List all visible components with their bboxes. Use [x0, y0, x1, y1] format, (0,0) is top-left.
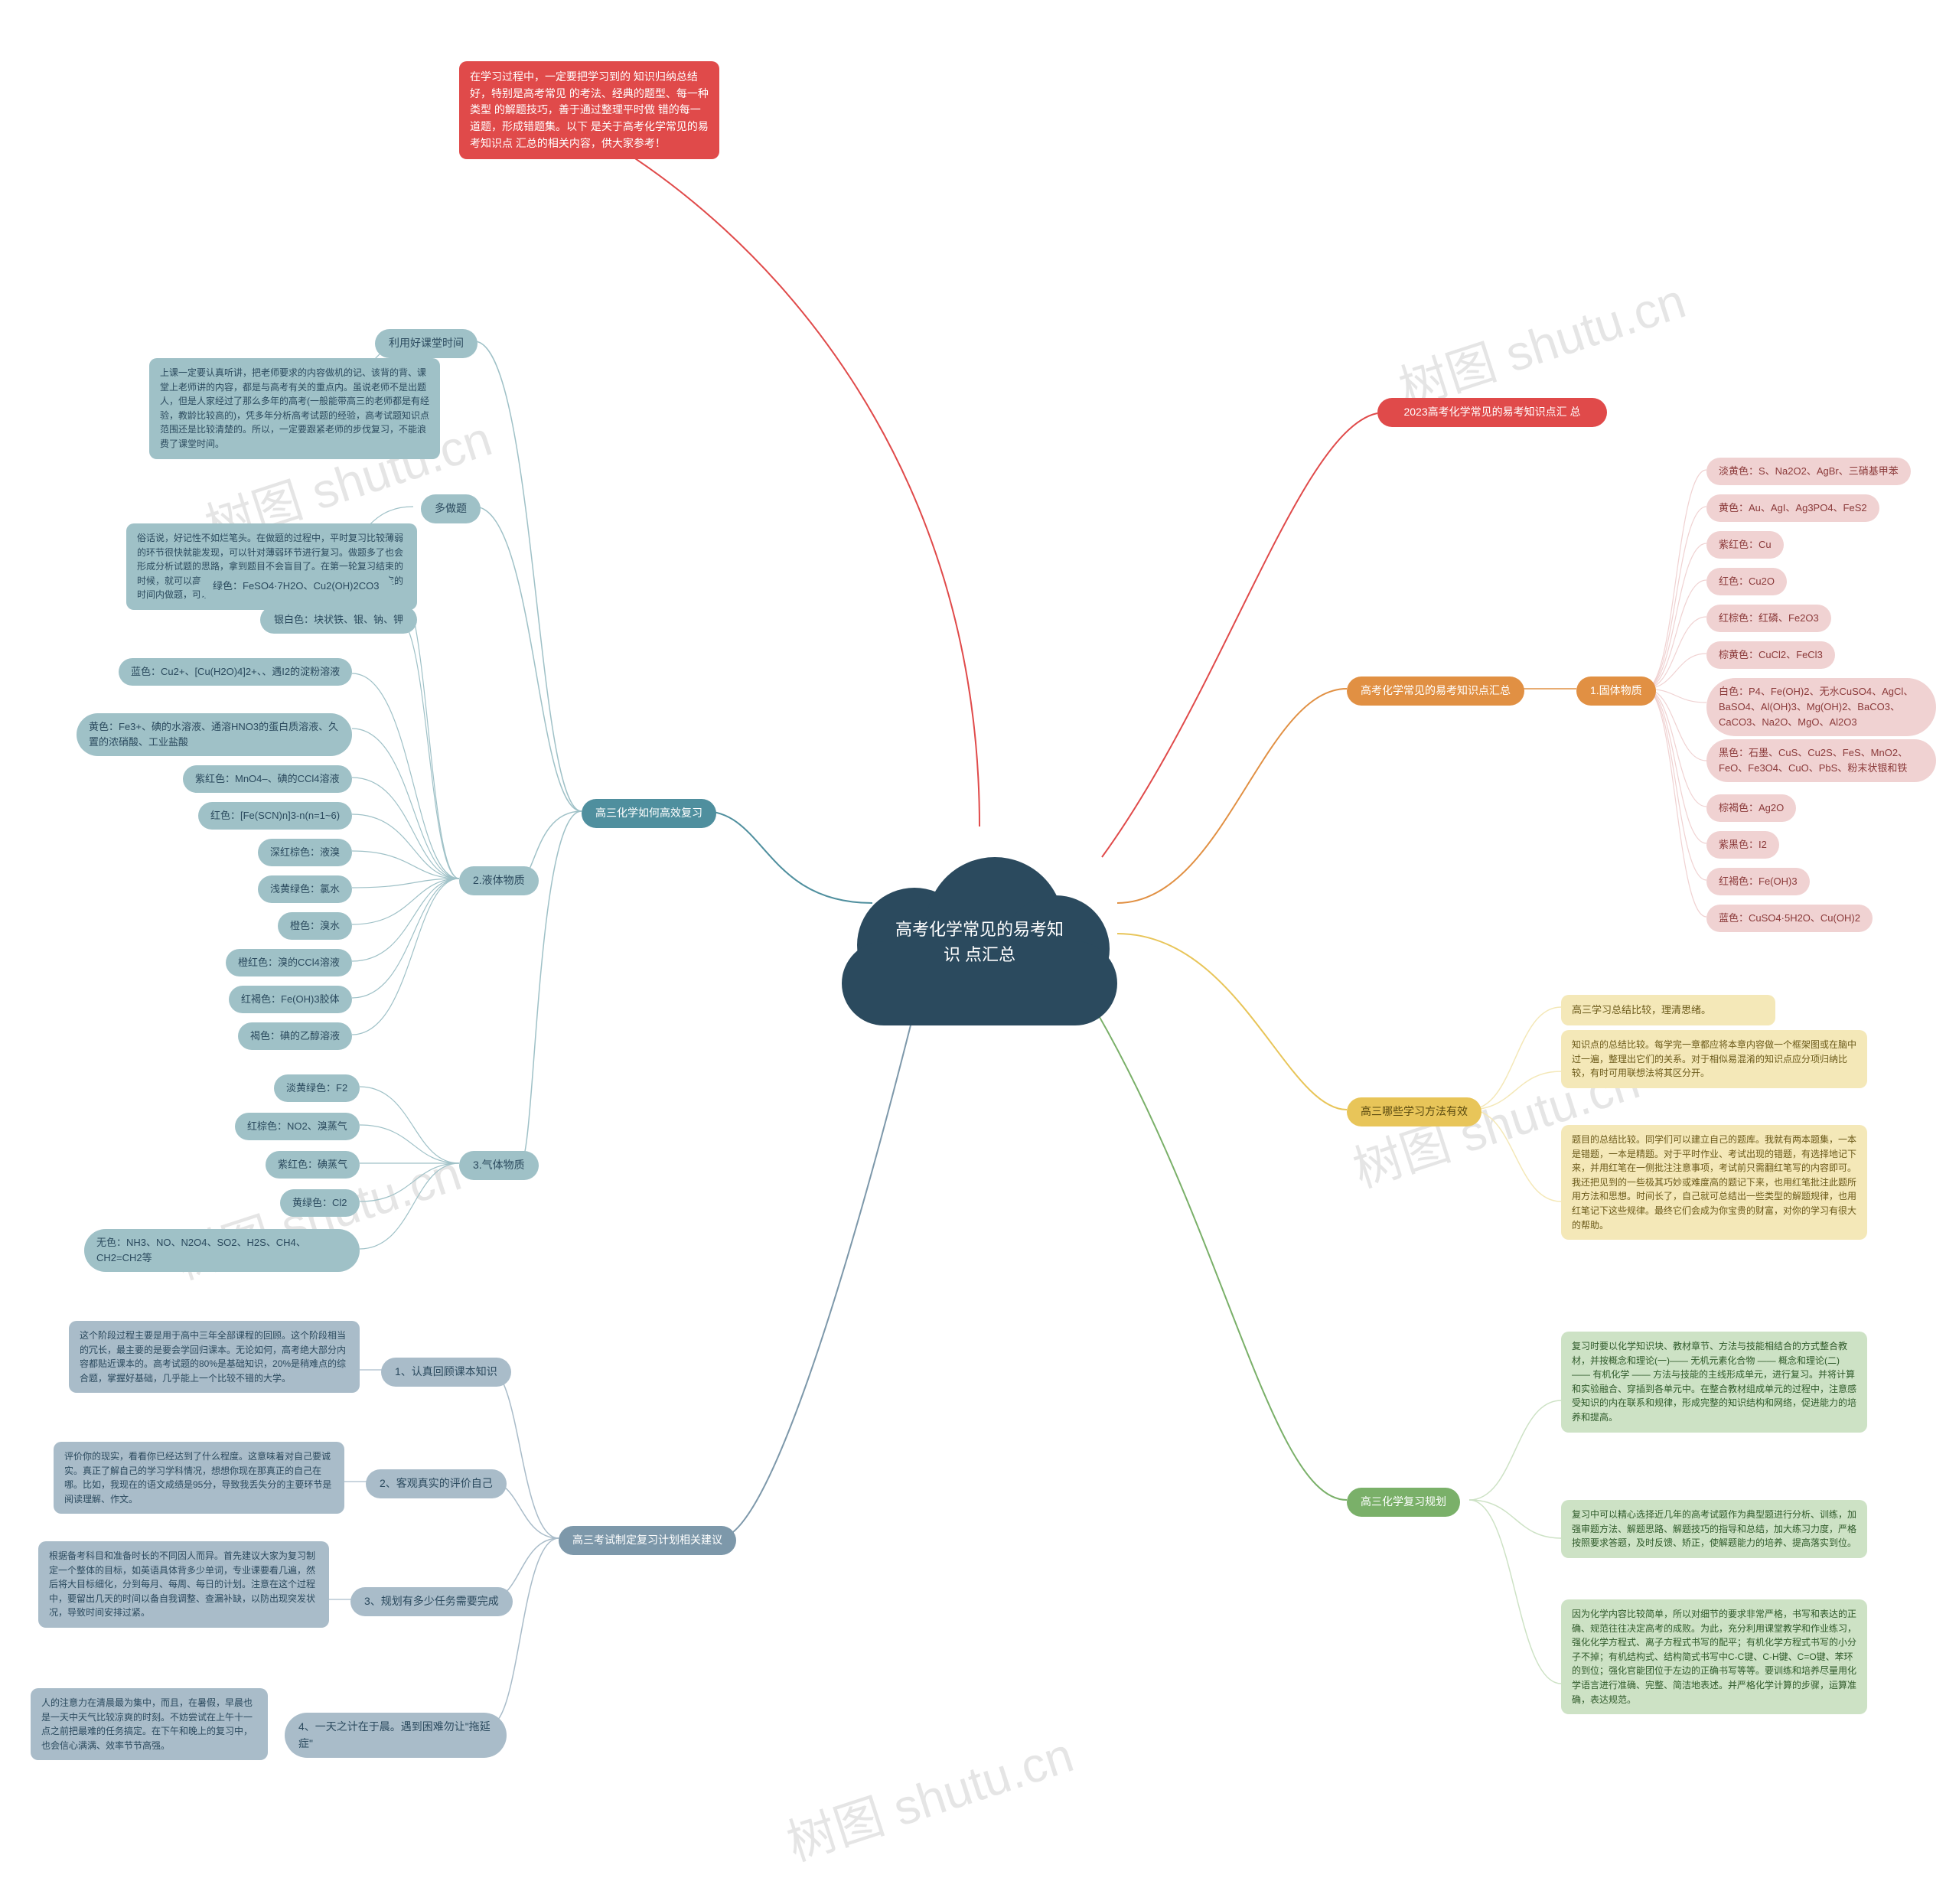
advice-0-num: 1、认真回顾课本知识: [381, 1358, 511, 1387]
solid-leaf-1: 黄色：Au、AgI、Ag3PO4、FeS2: [1706, 494, 1879, 522]
solid-leaf-11: 蓝色：CuSO4·5H2O、Cu(OH)2: [1706, 905, 1873, 932]
advice-1-body: 评价你的现实，看看你已经达到了什么程度。这意味着对自己要诚实。真正了解自己的学习…: [54, 1442, 344, 1514]
solid-leaf-8: 棕褐色：Ag2O: [1706, 794, 1796, 822]
sub-liquid-matter: 2.液体物质: [459, 866, 539, 895]
solid-leaf-3: 红色：Cu2O: [1706, 568, 1787, 595]
methods-leaf-1: 知识点的总结比较。每学完一章都应将本章内容做一个框架图或在脑中过一遍，整理出它们…: [1561, 1030, 1867, 1088]
solid-leaf-7: 黑色：石墨、CuS、Cu2S、FeS、MnO2、 FeO、Fe3O4、CuO、P…: [1706, 739, 1936, 782]
gas-leaf-4: 无色：NH3、NO、N2O4、SO2、H2S、CH4、CH2=CH2等: [84, 1229, 360, 1272]
plan-leaf-0: 复习时要以化学知识块、教材章节、方法与技能相结合的方式整合教材，并按概念和理论(…: [1561, 1332, 1867, 1433]
liquid-leaf-7: 橙红色：溴的CCl4溶液: [226, 949, 352, 976]
liquid-leaf-2: 紫红色：MnO4–、碘的CCl4溶液: [183, 765, 352, 793]
advice-2-body: 根据备考科目和准备时长的不同因人而异。首先建议大家为复习制定一个整体的目标，如英…: [38, 1541, 329, 1628]
advice-3-num: 4、一天之计在于晨。遇到困难勿让"拖延症": [285, 1713, 507, 1758]
solid-leaf-0: 淡黄色：S、Na2O2、AgBr、三硝基甲苯: [1706, 458, 1911, 485]
sub-solid-matter: 1.固体物质: [1576, 677, 1656, 706]
solid-leaf-6: 白色：P4、Fe(OH)2、无水CuSO4、AgCl、 BaSO4、Al(OH)…: [1706, 678, 1936, 736]
gas-leaf-0: 淡黄绿色：F2: [274, 1074, 360, 1102]
green-1: 银白色：块状铁、银、钠、钾: [260, 606, 417, 634]
sub-gas-matter: 3.气体物质: [459, 1151, 539, 1180]
liquid-leaf-3: 红色：[Fe(SCN)n]3-n(n=1~6): [198, 802, 352, 830]
solid-leaf-9: 紫黑色：I2: [1706, 831, 1779, 859]
branch-2023: 2023高考化学常见的易考知识点汇 总: [1377, 398, 1607, 427]
methods-leaf-0: 高三学习总结比较，理清思绪。: [1561, 995, 1775, 1025]
plan-leaf-2: 因为化学内容比较简单，所以对细节的要求非常严格，书写和表达的正确、规范往往决定高…: [1561, 1599, 1867, 1714]
solid-leaf-5: 棕黄色：CuCl2、FeCl3: [1706, 641, 1835, 669]
gas-leaf-1: 红棕色：NO2、溴蒸气: [235, 1113, 360, 1140]
watermark: 树图 shutu.cn: [777, 1716, 1081, 1874]
gas-leaf-2: 紫红色：碘蒸气: [266, 1151, 360, 1179]
intro-node: 在学习过程中，一定要把学习到的 知识归纳总结好，特别是高考常见 的考法、经典的题…: [459, 61, 719, 159]
advice-3-body: 人的注意力在清晨最为集中，而且，在暑假，早晨也是一天中天气比较凉爽的时刻。不妨尝…: [31, 1688, 268, 1760]
liquid-leaf-0: 蓝色：Cu2+、[Cu(H2O)4]2+、、遇I2的淀粉溶液: [119, 658, 352, 686]
plan-leaf-1: 复习中可以精心选择近几年的高考试题作为典型题进行分析、训练，加强审题方法、解题思…: [1561, 1500, 1867, 1558]
advice-1-num: 2、客观真实的评价自己: [366, 1469, 507, 1498]
branch-study-methods: 高三哪些学习方法有效: [1347, 1097, 1481, 1126]
tip-0-body: 上课一定要认真听讲，把老师要求的内容做机的记、该背的背、课堂上老师讲的内容，都是…: [149, 358, 440, 459]
solid-leaf-10: 红褐色：Fe(OH)3: [1706, 868, 1810, 895]
solid-leaf-4: 红棕色：红磷、Fe2O3: [1706, 605, 1831, 632]
liquid-leaf-1: 黄色：Fe3+、碘的水溶液、通溶HNO3的蛋白质溶液、久置的浓硝酸、工业盐酸: [77, 713, 352, 756]
center-node: 高考化学常见的易考知识 点汇总: [842, 826, 1117, 1025]
methods-leaf-2: 题目的总结比较。同学们可以建立自己的题库。我就有两本题集，一本是错题，一本是精题…: [1561, 1125, 1867, 1240]
advice-2-num: 3、规划有多少任务需要完成: [350, 1587, 513, 1616]
tip-0-title: 利用好课堂时间: [375, 329, 478, 358]
watermark: 树图 shutu.cn: [1389, 262, 1693, 420]
liquid-leaf-4: 深红棕色：液溴: [258, 839, 352, 866]
liquid-leaf-5: 浅黄绿色：氯水: [258, 875, 352, 903]
branch-review-plan: 高三化学复习规划: [1347, 1488, 1460, 1517]
liquid-leaf-6: 橙色：溴水: [278, 912, 352, 940]
branch-efficient-review: 高三化学如何高效复习: [582, 799, 716, 828]
gas-leaf-3: 黄绿色：Cl2: [280, 1189, 360, 1217]
advice-0-body: 这个阶段过程主要是用于高中三年全部课程的回顾。这个阶段相当的冗长，最主要的是要会…: [69, 1321, 360, 1393]
tip-1-title: 多做题: [421, 494, 481, 523]
green-0: 绿色：FeSO4·7H2O、Cu2(OH)2CO3: [199, 572, 393, 600]
center-title: 高考化学常见的易考知识 点汇总: [895, 917, 1064, 967]
branch-exam-plan-advice: 高三考试制定复习计划相关建议: [559, 1526, 736, 1555]
solid-leaf-2: 紫红色：Cu: [1706, 531, 1784, 559]
liquid-leaf-8: 红褐色：Fe(OH)3胶体: [229, 986, 352, 1013]
branch-knowledge-summary: 高考化学常见的易考知识点汇总: [1347, 677, 1524, 706]
liquid-leaf-9: 褐色：碘的乙醇溶液: [238, 1022, 352, 1050]
